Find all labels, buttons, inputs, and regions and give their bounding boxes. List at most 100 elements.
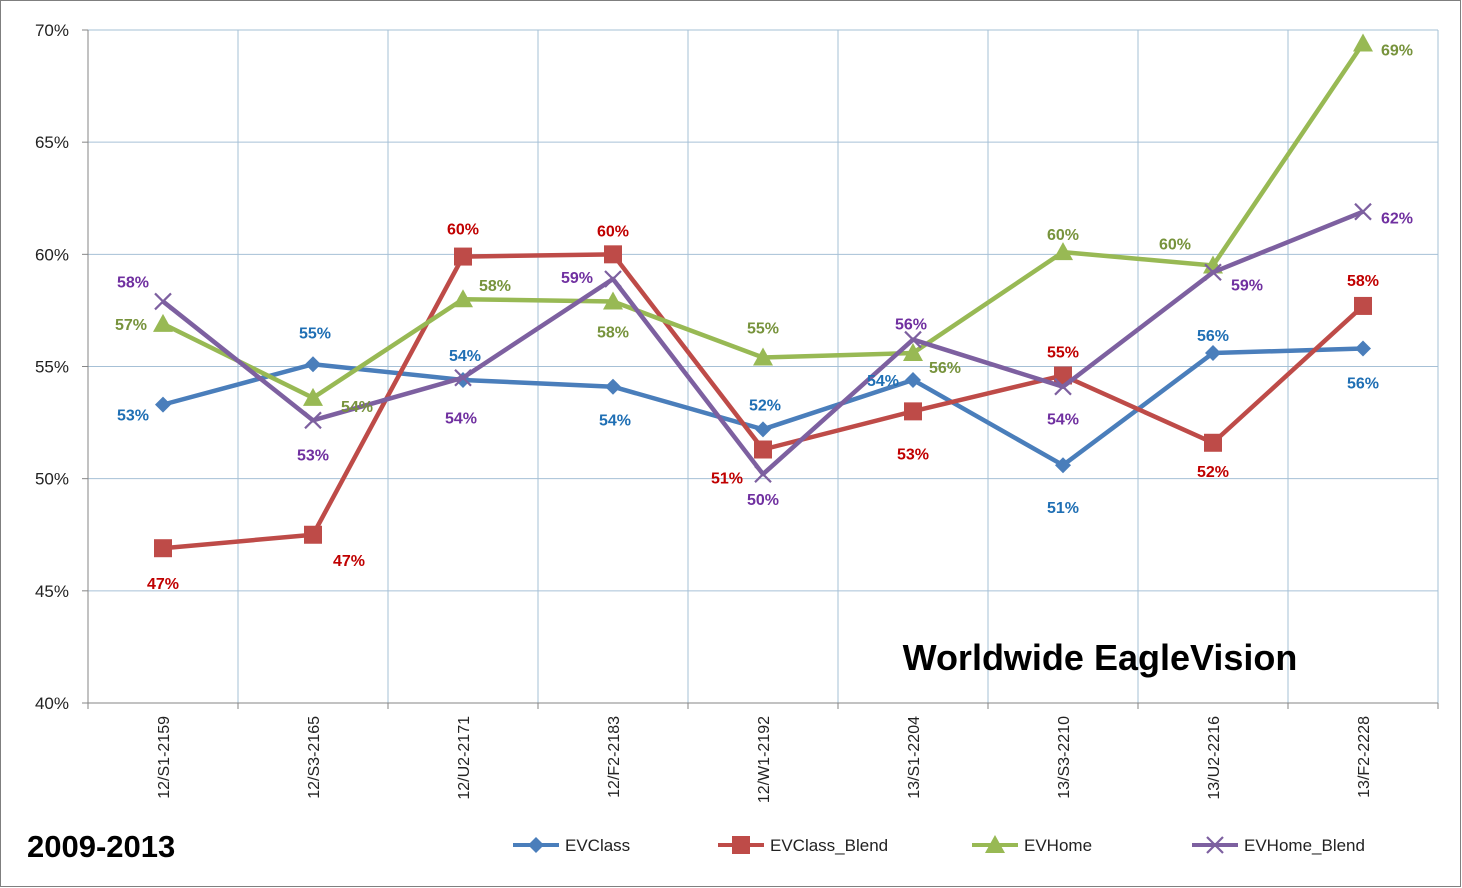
- data-point: [1054, 377, 1072, 396]
- data-label: 52%: [1197, 464, 1229, 481]
- data-point: [304, 411, 322, 430]
- data-point: [303, 387, 323, 406]
- data-point: [1204, 263, 1222, 282]
- y-tick-label: 70%: [35, 21, 69, 40]
- x-tick-label: 12/F2-2183: [606, 716, 623, 798]
- legend-item: EVClass: [513, 836, 630, 855]
- data-point: [754, 465, 772, 483]
- data-point: [453, 289, 473, 308]
- data-point: [905, 371, 921, 388]
- x-tick-label: 13/S1-2204: [906, 716, 923, 799]
- data-label: 60%: [447, 222, 479, 239]
- data-label: 58%: [117, 274, 149, 291]
- x-tick-label: 12/W1-2192: [756, 716, 773, 803]
- data-label: 51%: [711, 471, 743, 488]
- data-point: [1353, 33, 1373, 52]
- legend-item: EVHome_Blend: [1192, 836, 1365, 855]
- legend-marker: [732, 836, 750, 854]
- data-label: 53%: [117, 408, 149, 425]
- data-labels: 53% 55% 54% 54% 52% 54% 51% 56% 56% 47% 47% 60% 60% 5…: [115, 42, 1413, 593]
- data-label: 58%: [479, 278, 511, 295]
- data-point: [904, 330, 922, 349]
- data-label: 56%: [1197, 328, 1229, 345]
- data-label: 58%: [597, 324, 629, 341]
- y-tick-label: 60%: [35, 245, 69, 264]
- data-label: 51%: [1047, 500, 1079, 517]
- series-EVClass: [155, 340, 1371, 474]
- x-tick-label: 12/U2-2171: [456, 716, 473, 800]
- data-point: [154, 292, 172, 311]
- data-point: [604, 270, 622, 288]
- data-label: 59%: [561, 270, 593, 287]
- data-point: [454, 368, 472, 387]
- data-point: [1355, 340, 1371, 357]
- data-point: [454, 247, 472, 266]
- data-point: [603, 291, 623, 310]
- data-label: 52%: [749, 397, 781, 414]
- legend: EVClass EVClass_Blend EVHome EVHome_Blend: [513, 835, 1365, 855]
- legend-item: EVClass_Blend: [718, 836, 888, 855]
- data-label: 54%: [599, 413, 631, 430]
- legend-marker: [1206, 836, 1224, 854]
- data-label: 54%: [449, 348, 481, 365]
- data-point: [1354, 202, 1372, 221]
- legend-item: EVHome: [972, 835, 1092, 855]
- y-tick-label: 40%: [35, 694, 69, 713]
- legend-label: EVClass: [565, 836, 630, 855]
- x-tick-label: 12/S3-2165: [306, 716, 323, 799]
- data-point: [1055, 457, 1071, 474]
- y-tick-label: 55%: [35, 358, 69, 377]
- data-label: 69%: [1381, 42, 1413, 59]
- data-label: 55%: [1047, 344, 1079, 361]
- data-label: 55%: [299, 325, 331, 342]
- data-label: 62%: [1381, 211, 1413, 228]
- y-tick-label: 45%: [35, 582, 69, 601]
- data-point: [304, 525, 322, 544]
- data-label: 56%: [929, 360, 961, 377]
- data-label: 54%: [445, 411, 477, 428]
- data-point: [903, 343, 923, 362]
- data-point: [154, 539, 172, 558]
- data-label: 50%: [747, 492, 779, 509]
- series-EVHome: [153, 33, 1373, 406]
- data-label: 56%: [1347, 376, 1379, 393]
- data-label: 53%: [297, 447, 329, 464]
- data-point: [1053, 242, 1073, 261]
- data-label: 57%: [115, 317, 147, 334]
- data-point: [755, 421, 771, 438]
- data-label: 53%: [897, 446, 929, 463]
- series-EVHome_Blend: [154, 202, 1372, 483]
- x-tick-label: 13/S3-2210: [1056, 716, 1073, 799]
- data-label: 47%: [147, 576, 179, 593]
- data-point: [155, 396, 171, 413]
- x-tick-label: 13/F2-2228: [1356, 716, 1373, 798]
- data-label: 60%: [597, 223, 629, 240]
- y-tick-label: 65%: [35, 133, 69, 152]
- data-label: 59%: [1231, 277, 1263, 294]
- legend-marker: [528, 837, 544, 853]
- data-point: [754, 440, 772, 459]
- axes: 40% 45% 50% 55% 60% 65% 70% 12/S1-2159 12/S3-216…: [35, 21, 1439, 803]
- x-tick-label: 12/S1-2159: [156, 716, 173, 799]
- data-point: [1054, 366, 1072, 385]
- data-label: 47%: [333, 553, 365, 570]
- chart-annotation-title: Worldwide EagleVision: [903, 637, 1298, 678]
- legend-label: EVClass_Blend: [770, 836, 888, 855]
- data-point: [1354, 296, 1372, 315]
- legend-label: EVHome: [1024, 836, 1092, 855]
- data-label: 54%: [341, 399, 373, 416]
- data-label: 54%: [867, 373, 899, 390]
- data-point: [605, 378, 621, 395]
- data-point: [753, 347, 773, 366]
- series-lines: [153, 33, 1373, 558]
- legend-marker: [985, 835, 1005, 853]
- data-point: [604, 245, 622, 264]
- data-label: 60%: [1047, 227, 1079, 244]
- data-point: [904, 402, 922, 421]
- series-EVClass_Blend: [154, 245, 1372, 558]
- data-label: 58%: [1347, 273, 1379, 290]
- data-point: [305, 356, 321, 373]
- data-label: 56%: [895, 317, 927, 334]
- chart-annotation-years: 2009-2013: [27, 829, 175, 864]
